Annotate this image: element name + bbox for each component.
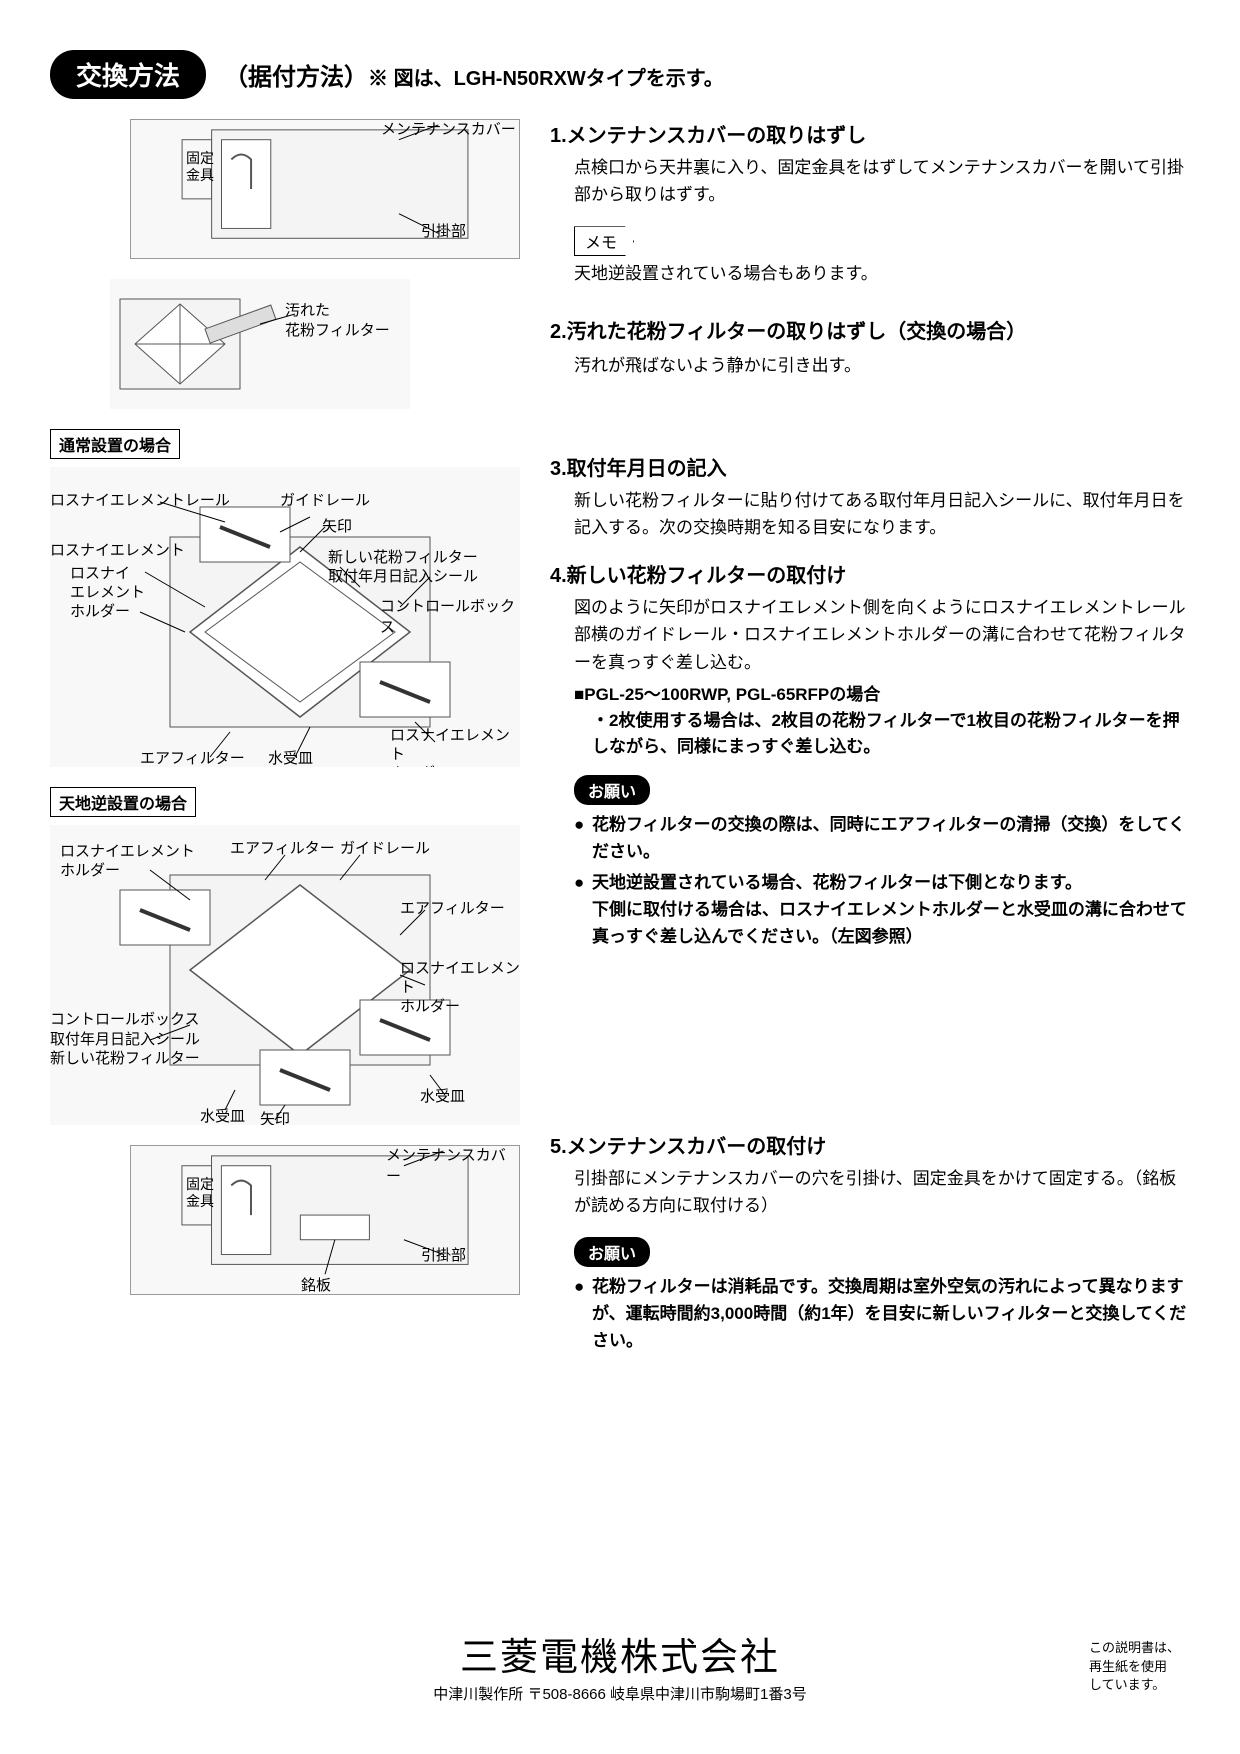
- d4-air-r: エアフィルター: [400, 897, 505, 918]
- d4-arrow: 矢印: [260, 1108, 290, 1125]
- d3-arrow: 矢印: [322, 515, 352, 536]
- step-2-body: 汚れが飛ばないよう静かに引き出す。: [574, 352, 1190, 379]
- d5-hook: 引掛部: [421, 1244, 466, 1265]
- d3-holder-l: ロスナイエレメントホルダー: [70, 565, 145, 621]
- step-2-title: 2.汚れた花粉フィルターの取りはずし（交換の場合）: [550, 318, 1190, 346]
- footer-address: 中津川製作所 〒508-8666 岐阜県中津川市駒場町1番3号: [0, 1683, 1240, 1704]
- d3-air: エアフィルター: [140, 747, 245, 767]
- d1-label-cover: メンテナンスカバー: [381, 119, 516, 139]
- d2-label-dirty: 汚れた花粉フィルター: [285, 301, 390, 340]
- step-4-body: 図のように矢印がロスナイエレメント側を向くようにロスナイエレメントレール部横のガ…: [574, 594, 1190, 676]
- subtitle-paren: （据付方法）: [224, 64, 368, 91]
- step-1-body: 点検口から天井裏に入り、固定金具をはずしてメンテナンスカバーを開いて引掛部から取…: [574, 154, 1190, 208]
- step-3-body: 新しい花粉フィルターに貼り付けてある取付年月日記入シールに、取付年月日を記入する…: [574, 487, 1190, 541]
- d4-drain-r: 水受皿: [420, 1085, 465, 1106]
- d1-label-hook: 引掛部: [421, 220, 466, 241]
- d4-drain-l: 水受皿: [200, 1105, 245, 1125]
- d4-air-t: エアフィルター: [230, 837, 335, 858]
- diagram-4: ロスナイエレメントホルダー エアフィルター ガイドレール エアフィルター ロスナ…: [50, 825, 520, 1125]
- case-a-title: 通常設置の場合: [50, 429, 180, 459]
- step-3-title: 3.取付年月日の記入: [550, 452, 1190, 481]
- d3-holder-r: ロスナイエレメントホルダー: [390, 727, 520, 767]
- subtitle-note: ※ 図は、LGH-N50RXWタイプを示す。: [368, 68, 724, 90]
- footer-company: 三菱電機株式会社: [0, 1626, 1240, 1681]
- step-5-onegai-1: 花粉フィルターは消耗品です。交換周期は室外空気の汚れによって異なりますが、運転時…: [574, 1273, 1190, 1355]
- d4-holder-tl: ロスナイエレメントホルダー: [60, 843, 195, 881]
- step-4-onegai-list: 花粉フィルターの交換の際は、同時にエアフィルターの清掃（交換）をしてください。 …: [574, 811, 1190, 951]
- d3-newfilter: 新しい花粉フィルター取付年月日記入シール: [328, 549, 478, 587]
- step-5: 5.メンテナンスカバーの取付け 引掛部にメンテナンスカバーの穴を引掛け、固定金具…: [550, 1130, 1190, 1355]
- d4-control: コントロールボックス取付年月日記入シール新しい花粉フィルター: [50, 1010, 200, 1069]
- memo-tag: メモ: [574, 226, 634, 256]
- step-4-title: 4.新しい花粉フィルターの取付け: [550, 559, 1190, 588]
- step-3: 3.取付年月日の記入 新しい花粉フィルターに貼り付けてある取付年月日記入シールに…: [550, 452, 1190, 541]
- footer: 三菱電機株式会社 中津川製作所 〒508-8666 岐阜県中津川市駒場町1番3号…: [0, 1626, 1240, 1704]
- step-4-onegai-2-sub: 下側に取付ける場合は、ロスナイエレメントホルダーと水受皿の溝に合わせて真っすぐ差…: [592, 900, 1187, 946]
- step-4-sub-bullet: ・2枚使用する場合は、2枚目の花粉フィルターで1枚目の花粉フィルターを押しながら…: [592, 708, 1190, 761]
- step-4-onegai-2: 天地逆設置されている場合、花粉フィルターは下側となります。 下側に取付ける場合は…: [574, 869, 1190, 951]
- step-4-onegai-1: 花粉フィルターの交換の際は、同時にエアフィルターの清掃（交換）をしてください。: [574, 811, 1190, 865]
- step-4-model: ■PGL-25～100RWP, PGL-65RFPの場合: [574, 682, 1190, 708]
- step-5-onegai-label: お願い: [574, 1237, 650, 1267]
- right-column: 1.メンテナンスカバーの取りはずし 点検口から天井裏に入り、固定金具をはずしてメ…: [550, 119, 1190, 1359]
- step-1-title: 1.メンテナンスカバーの取りはずし: [550, 119, 1190, 148]
- step-5-body: 引掛部にメンテナンスカバーの穴を引掛け、固定金具をかけて固定する。（銘板が読める…: [574, 1165, 1190, 1219]
- d3-rail: ロスナイエレメントレール: [50, 489, 230, 510]
- step-4: 4.新しい花粉フィルターの取付け 図のように矢印がロスナイエレメント側を向くよう…: [550, 559, 1190, 951]
- step-4-onegai-2-main: 天地逆設置されている場合、花粉フィルターは下側となります。: [592, 873, 1082, 892]
- header-row: 交換方法 （据付方法）※ 図は、LGH-N50RXWタイプを示す。: [50, 50, 1190, 99]
- step-4-onegai-label: お願い: [574, 775, 650, 805]
- d3-element: ロスナイエレメント: [50, 539, 185, 560]
- d5-kotei: 固定金具: [186, 1176, 214, 1210]
- page-subtitle: （据付方法）※ 図は、LGH-N50RXWタイプを示す。: [224, 57, 724, 92]
- d3-guide: ガイドレール: [280, 489, 370, 510]
- memo-body: 天地逆設置されている場合もあります。: [574, 260, 1190, 287]
- main-columns: 固定金具 メンテナンスカバー 引掛部 汚れた花粉フィルター 通常設置の場合: [50, 119, 1190, 1359]
- case-b-title: 天地逆設置の場合: [50, 787, 196, 817]
- step-2: 2.汚れた花粉フィルターの取りはずし（交換の場合） 汚れが飛ばないよう静かに引き…: [550, 318, 1190, 379]
- step-1: 1.メンテナンスカバーの取りはずし 点検口から天井裏に入り、固定金具をはずしてメ…: [550, 119, 1190, 288]
- d4-holder-r: ロスナイエレメントホルダー: [400, 960, 520, 1016]
- step-5-onegai-list: 花粉フィルターは消耗品です。交換周期は室外空気の汚れによって異なりますが、運転時…: [574, 1273, 1190, 1355]
- footer-recycle-note: この説明書は、再生紙を使用しています。: [1089, 1639, 1180, 1694]
- d4-guide: ガイドレール: [340, 837, 430, 858]
- d3-control: コントロールボックス: [380, 595, 520, 637]
- d3-drain: 水受皿: [268, 747, 313, 767]
- left-column: 固定金具 メンテナンスカバー 引掛部 汚れた花粉フィルター 通常設置の場合: [50, 119, 520, 1359]
- d5-plate: 銘板: [301, 1274, 331, 1295]
- step-5-title: 5.メンテナンスカバーの取付け: [550, 1130, 1190, 1159]
- diagram-1: 固定金具 メンテナンスカバー 引掛部: [50, 119, 520, 259]
- d5-cover: メンテナンスカバー: [386, 1145, 519, 1186]
- diagram-5: 固定金具 メンテナンスカバー 引掛部 銘板: [50, 1145, 520, 1295]
- d1-label-kotei: 固定金具: [186, 150, 214, 184]
- diagram-3: ロスナイエレメントレール ガイドレール ロスナイエレメント 矢印 ロスナイエレメ…: [50, 467, 520, 767]
- diagram-2: 汚れた花粉フィルター: [50, 279, 520, 409]
- page-title-pill: 交換方法: [50, 50, 206, 99]
